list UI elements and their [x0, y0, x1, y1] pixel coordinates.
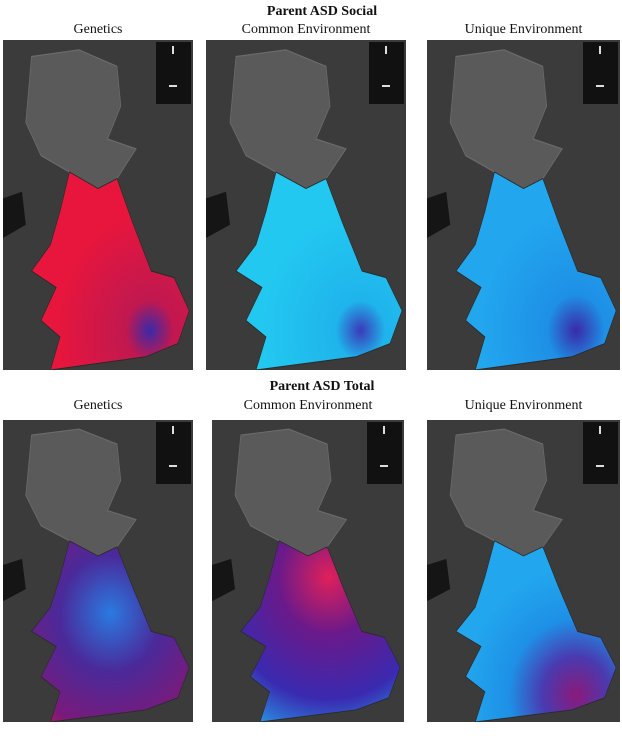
- map: [212, 428, 401, 722]
- land-ireland: [427, 191, 451, 238]
- map-label: Common Environment: [242, 22, 371, 37]
- zoom-out-icon: [169, 465, 177, 467]
- map-label: Unique Environment: [465, 398, 583, 413]
- zoom-in-icon: [383, 426, 385, 434]
- zoom-in-icon: [172, 46, 174, 54]
- map: [427, 49, 617, 370]
- land-scotland: [229, 49, 347, 190]
- land-england-wales: [235, 171, 403, 370]
- map: [3, 49, 190, 370]
- land-ireland: [3, 558, 26, 602]
- land-ireland: [212, 558, 236, 602]
- zoom-out-icon: [596, 85, 604, 87]
- zoom-in-icon: [385, 46, 387, 54]
- zoom-out-icon: [382, 85, 390, 87]
- map: [206, 49, 403, 370]
- zoom-in-icon: [599, 46, 601, 54]
- land-england-wales: [240, 540, 401, 722]
- map: [427, 428, 617, 722]
- land-england-wales: [30, 540, 190, 722]
- map-label: Common Environment: [244, 398, 373, 413]
- land-scotland: [449, 428, 563, 557]
- land-england-wales: [30, 171, 190, 370]
- land-ireland: [206, 191, 230, 238]
- land-ireland: [3, 191, 26, 238]
- land-scotland: [449, 49, 563, 190]
- panel-title: Parent ASD Social: [267, 4, 377, 19]
- land-scotland: [234, 428, 348, 557]
- land-ireland: [427, 558, 451, 602]
- zoom-in-icon: [599, 426, 601, 434]
- zoom-in-icon: [172, 426, 174, 434]
- map: [3, 428, 190, 722]
- zoom-out-icon: [596, 465, 604, 467]
- zoom-out-icon: [169, 85, 177, 87]
- zoom-out-icon: [380, 465, 388, 467]
- land-scotland: [25, 428, 137, 557]
- map-label: Genetics: [74, 398, 123, 413]
- panel-title: Parent ASD Total: [270, 379, 375, 394]
- map-label: Unique Environment: [465, 22, 583, 37]
- land-scotland: [25, 49, 137, 190]
- map-label: Genetics: [74, 22, 123, 37]
- land-england-wales: [455, 171, 617, 370]
- land-england-wales: [455, 540, 617, 722]
